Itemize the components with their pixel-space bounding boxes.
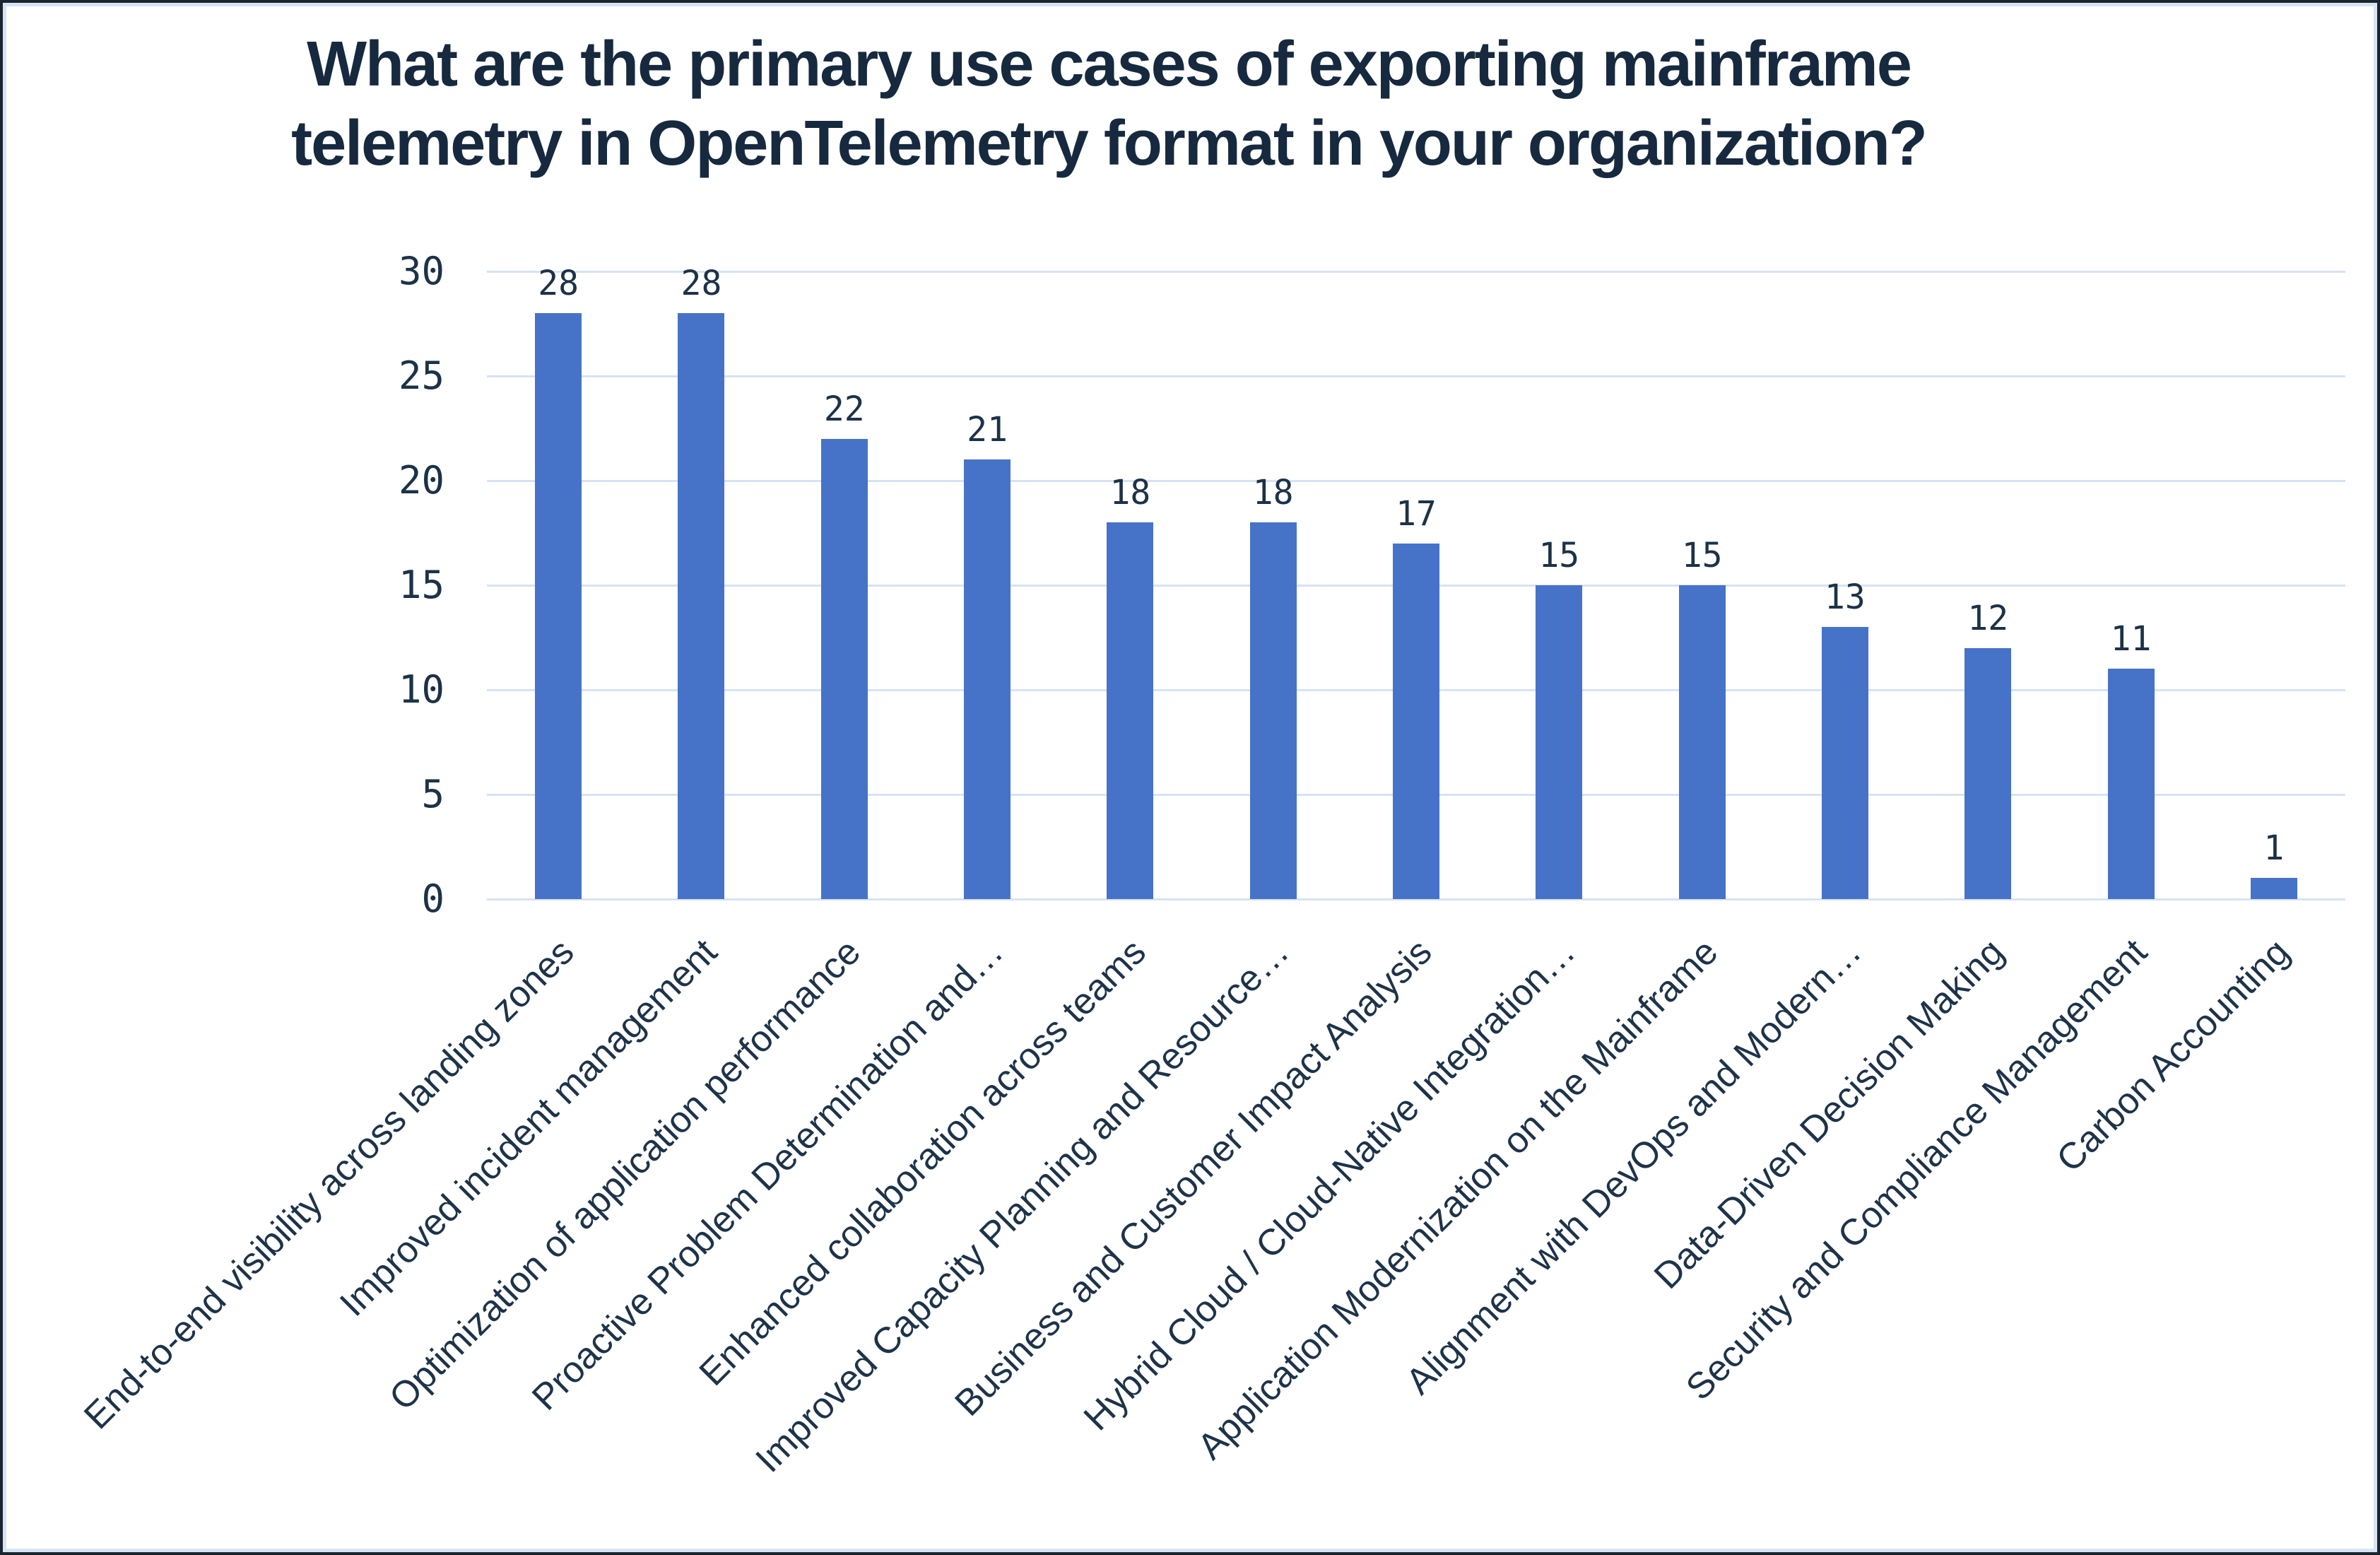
bar-value-label: 15: [1681, 536, 1723, 575]
gridline-25: [487, 375, 2345, 377]
x-category-label: Improved Capacity Planning and Resource…: [748, 931, 1297, 1481]
bar-column: 1: [2203, 271, 2345, 899]
bar: [678, 313, 725, 899]
gridline-30: [487, 271, 2345, 273]
x-category-label: End-to-end visibility across landing zon…: [76, 931, 582, 1438]
bar-column: 21: [916, 271, 1059, 899]
bar-column: 17: [1345, 271, 1488, 899]
x-category-label: Carbon Accounting: [2049, 931, 2298, 1180]
chart-title-line-2: telemetry in OpenTelemetry format in you…: [291, 108, 1928, 179]
bar-column: 15: [1488, 271, 1630, 899]
y-tick-label: 20: [398, 458, 444, 503]
bar-value-label: 18: [1109, 473, 1151, 513]
y-tick-label: 15: [398, 563, 444, 607]
bar: [2107, 669, 2155, 899]
bar: [535, 313, 582, 899]
chart-canvas: What are the primary use cases of export…: [3, 3, 2377, 1552]
y-tick-label: 0: [421, 876, 444, 921]
bar-value-label: 13: [1825, 577, 1866, 618]
bar-value-label: 11: [2110, 619, 2152, 659]
bar-value-label: 12: [1967, 598, 2009, 638]
y-tick-label: 30: [398, 249, 444, 293]
bar-column: 15: [1630, 271, 1773, 899]
bar: [1678, 585, 1726, 899]
bar-value-label: 17: [1396, 493, 1437, 534]
bar: [1392, 543, 1439, 899]
plot-area: 28 28 22 21 18 18 17 15 15 13 12 11 1: [487, 266, 2345, 900]
bar-value-label: 28: [681, 264, 722, 304]
bar-column: 11: [2059, 271, 2202, 899]
bar: [1536, 585, 1583, 899]
bar-value-label: 28: [538, 264, 579, 304]
x-category-label: Hybrid Cloud / Cloud-Native Integration…: [1076, 931, 1584, 1439]
bar: [1107, 522, 1154, 899]
bar-column: 28: [630, 266, 772, 899]
bar-column: 18: [1202, 271, 1345, 899]
chart-title-line-1: What are the primary use cases of export…: [307, 29, 1912, 100]
bar: [964, 459, 1011, 899]
bar: [1821, 627, 1868, 899]
gridline-0: [487, 898, 2345, 900]
gridline-20: [487, 480, 2345, 482]
bar-column: 22: [773, 271, 916, 899]
bar: [1249, 522, 1297, 899]
bar-column: 28: [487, 266, 630, 899]
x-category-label: Application Modernization on the Mainfra…: [1189, 931, 1726, 1468]
bar-value-label: 21: [967, 410, 1008, 450]
y-tick-label: 5: [421, 772, 444, 816]
bar-value-label: 18: [1252, 473, 1294, 513]
bar: [2250, 878, 2297, 899]
y-tick-label: 10: [398, 667, 444, 712]
y-tick-label: 25: [398, 353, 444, 398]
bar-value-label: 1: [2263, 828, 2285, 869]
bar-column: 18: [1059, 271, 1201, 899]
bar: [1964, 647, 2012, 899]
bar-column: 12: [1916, 271, 2059, 899]
bar-value-label: 22: [823, 389, 865, 429]
bar-value-label: 15: [1538, 536, 1580, 575]
chart-title: What are the primary use cases of export…: [6, 25, 2211, 183]
bar: [820, 438, 868, 899]
bar-column: 13: [1774, 271, 1916, 899]
